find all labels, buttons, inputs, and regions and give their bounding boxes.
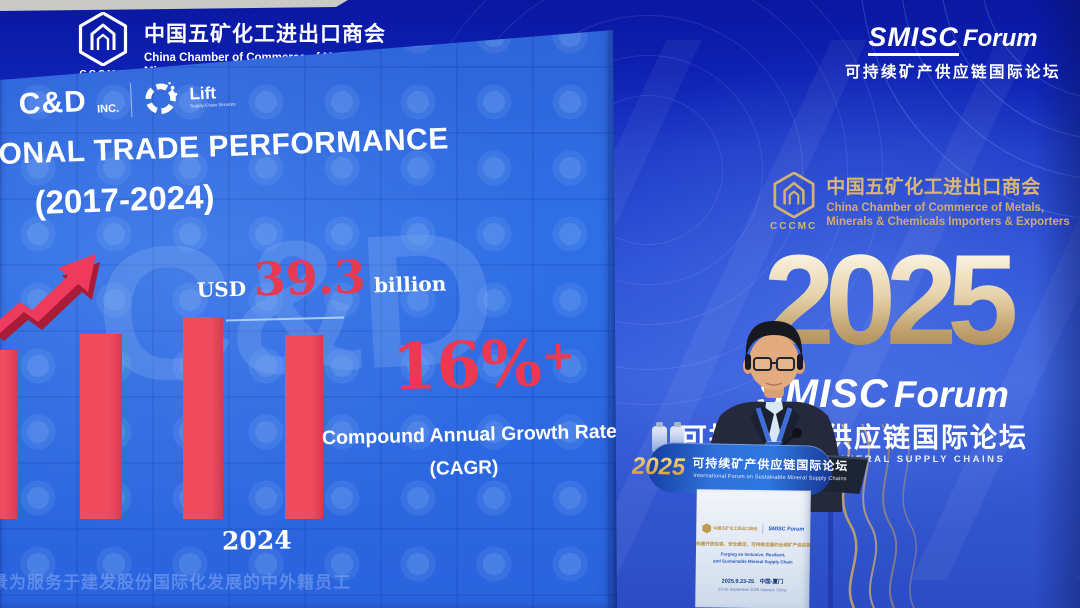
smisc-header-lockup: SMISC Forum 可持续矿产供应链国际论坛: [838, 22, 1068, 82]
backdrop-cccmc-title-zh: 中国五矿化工进出口商会: [826, 177, 1041, 198]
podium-front-panel: 中国五矿化工进出口商会 SMISC Forum 构建开放包容、安全稳定、可持续发…: [695, 489, 811, 608]
logo-divider: [129, 83, 133, 118]
cd-lift-logo-lockup: C&D INC. Lift Supply-Chain Services: [18, 77, 236, 124]
cd-logo: C&D: [18, 85, 88, 121]
podium-logo-divider: [762, 524, 764, 535]
led-presentation-screen: C&D INC. Lift Supply-Chain Services ONAL…: [0, 30, 617, 608]
cccmc-emblem-icon: [78, 12, 128, 66]
smisc-subtitle-zh: 可持续矿产供应链国际论坛: [844, 64, 1061, 81]
podium-cccmc-title: 中国五矿化工进出口商会: [713, 525, 758, 532]
backdrop-edge-shadow: [1034, 0, 1080, 608]
podium-header-band: 2025 可持续矿产供应链国际论坛 International Forum on…: [632, 442, 848, 496]
lift-logo-subtitle: Supply-Chain Services: [189, 101, 236, 109]
usd-label: USD: [196, 276, 247, 302]
chart-bar: [183, 317, 223, 519]
smisc-wordmark-forum: Forum: [962, 25, 1038, 52]
backdrop-cccmc-lockup: CCCMC 中国五矿化工进出口商会 China Chamber of Comme…: [770, 172, 1070, 232]
podium-theme-zh: 构建开放包容、安全稳定、可持续发展的全球矿产供应链: [696, 541, 811, 548]
chart-bar: [0, 350, 18, 519]
podium-date-zh: 2025.9.23-25 中国·厦门: [721, 578, 784, 586]
cccmc-title-zh: 中国五矿化工进出口商会: [144, 23, 386, 46]
slide-footnote-partial: 景为服务于建发股份国际化发展的中外籍员工: [0, 573, 351, 592]
gold-wave-decoration: [828, 424, 917, 608]
backdrop-cccmc-abbr: CCCMC: [770, 221, 818, 232]
chart-bar: [285, 335, 323, 519]
cccmc-emblem-gold-icon: [773, 172, 815, 218]
cagr-value: 16%+: [391, 326, 576, 406]
podium-band-title-en: International Forum on Sustainable Miner…: [693, 472, 847, 482]
podium-date-en: 23-25 September 2025 Xiamen, China: [718, 586, 787, 593]
podium-band-year: 2025: [631, 452, 686, 481]
growth-arrow-icon: [0, 254, 100, 341]
axis-year-label: 2024: [221, 525, 292, 556]
podium-cccmc-emblem-icon: [702, 523, 711, 533]
podium-smisc-logo: SMISC Forum: [768, 526, 805, 533]
lift-logo: Lift: [189, 83, 217, 104]
backdrop-cccmc-en-line1: China Chamber of Commerce of Metals,: [826, 202, 1045, 214]
smisc-wordmark-smisc: SMISC: [868, 22, 959, 56]
lift-ring-icon: [145, 81, 178, 114]
podium-logos-row: 中国五矿化工进出口商会 SMISC Forum: [696, 523, 810, 535]
ceiling-sliver: [0, 0, 348, 11]
backdrop-year-2025: 2025: [748, 236, 1024, 364]
chart-bar: [80, 334, 122, 519]
usd-unit: billion: [373, 271, 447, 298]
slide-period: (2017-2024): [34, 177, 215, 221]
backdrop-cccmc-en-line2: Minerals & Chemicals Importers & Exporte…: [826, 215, 1070, 228]
podium-theme-en-line2: and Sustainable Mineral Supply Chain: [713, 558, 793, 565]
podium-band-title-zh: 可持续矿产供应链国际论坛: [692, 455, 849, 474]
cagr-plus: +: [541, 331, 576, 380]
usd-value: 39.3: [253, 249, 367, 307]
cd-logo-suffix: INC.: [96, 102, 120, 116]
smisc-wordmark: SMISC Forum: [838, 22, 1068, 56]
bar-chart: [0, 317, 323, 519]
usd-highlight: USD 39.3 billion: [196, 249, 447, 307]
